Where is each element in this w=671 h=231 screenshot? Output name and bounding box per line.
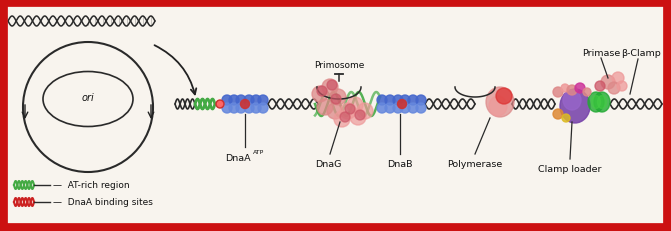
Circle shape <box>229 96 239 106</box>
Text: ori: ori <box>82 93 95 103</box>
Circle shape <box>345 105 355 115</box>
Circle shape <box>561 85 569 93</box>
Circle shape <box>393 103 403 113</box>
Ellipse shape <box>486 88 514 118</box>
Text: Primase: Primase <box>582 49 620 58</box>
Ellipse shape <box>594 93 610 112</box>
Circle shape <box>258 103 268 113</box>
Text: β-Clamp: β-Clamp <box>621 49 661 58</box>
Circle shape <box>222 103 232 113</box>
Circle shape <box>608 83 620 94</box>
Circle shape <box>416 103 426 113</box>
Circle shape <box>229 103 239 113</box>
Text: DnaG: DnaG <box>315 159 341 168</box>
Circle shape <box>496 89 512 105</box>
Circle shape <box>236 96 246 106</box>
Circle shape <box>347 97 363 113</box>
Circle shape <box>595 82 605 92</box>
Circle shape <box>377 103 387 113</box>
Text: DnaA: DnaA <box>225 153 251 162</box>
Ellipse shape <box>560 90 590 123</box>
Circle shape <box>357 103 373 119</box>
Circle shape <box>251 103 261 113</box>
Circle shape <box>327 81 337 91</box>
Ellipse shape <box>563 91 581 110</box>
Circle shape <box>217 102 223 107</box>
Circle shape <box>385 103 395 113</box>
Circle shape <box>562 115 570 122</box>
Circle shape <box>400 96 410 106</box>
Circle shape <box>397 100 407 109</box>
Circle shape <box>400 103 410 113</box>
Circle shape <box>244 103 254 113</box>
Text: Primosome: Primosome <box>314 61 364 70</box>
Ellipse shape <box>588 93 604 112</box>
Circle shape <box>377 96 387 106</box>
Circle shape <box>416 96 426 106</box>
Circle shape <box>216 100 224 109</box>
Circle shape <box>312 87 328 103</box>
Circle shape <box>251 96 261 106</box>
Circle shape <box>240 100 250 109</box>
Circle shape <box>393 96 403 106</box>
Text: DnaB: DnaB <box>387 159 413 168</box>
Text: —  DnaA binding sites: — DnaA binding sites <box>53 198 153 207</box>
Circle shape <box>355 110 365 121</box>
Circle shape <box>553 109 563 119</box>
Circle shape <box>327 103 343 119</box>
Circle shape <box>331 94 341 105</box>
Circle shape <box>601 76 615 90</box>
Circle shape <box>317 87 327 97</box>
Circle shape <box>330 90 346 106</box>
Text: ATP: ATP <box>253 149 264 154</box>
Circle shape <box>236 103 246 113</box>
Ellipse shape <box>592 96 601 109</box>
Text: —  AT-rich region: — AT-rich region <box>53 181 130 190</box>
Circle shape <box>583 89 591 97</box>
Circle shape <box>244 96 254 106</box>
Circle shape <box>322 80 338 96</box>
Circle shape <box>340 103 356 119</box>
Circle shape <box>317 100 333 116</box>
Circle shape <box>350 109 366 125</box>
Ellipse shape <box>489 97 507 116</box>
Circle shape <box>334 112 350 128</box>
Circle shape <box>612 73 624 85</box>
Circle shape <box>408 103 418 113</box>
Circle shape <box>575 84 585 94</box>
Circle shape <box>553 88 563 97</box>
Circle shape <box>258 96 268 106</box>
Circle shape <box>408 96 418 106</box>
Text: Polymerase: Polymerase <box>448 159 503 168</box>
Circle shape <box>385 96 395 106</box>
Ellipse shape <box>597 96 607 109</box>
Text: Clamp loader: Clamp loader <box>538 164 602 173</box>
Circle shape <box>222 96 232 106</box>
Circle shape <box>340 112 350 122</box>
Circle shape <box>617 82 627 92</box>
Circle shape <box>567 86 577 96</box>
